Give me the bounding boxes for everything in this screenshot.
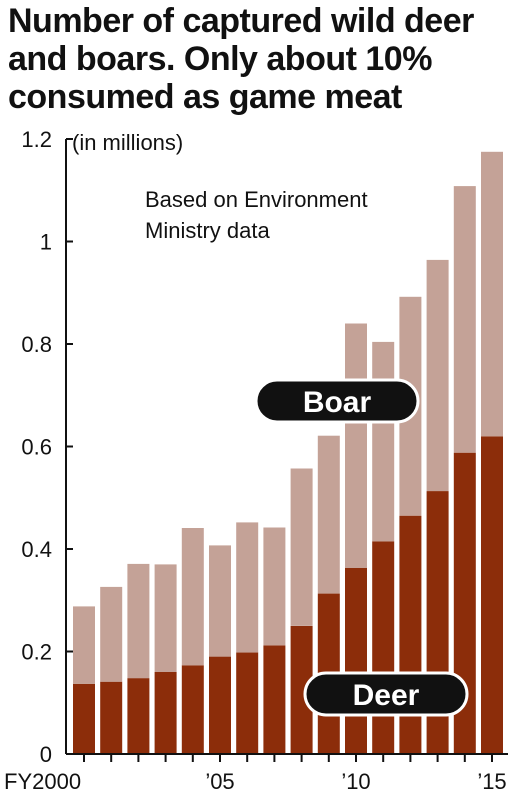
- bar-boar-2007: [263, 527, 286, 646]
- title-line-2: and boars. Only about 10%: [8, 40, 432, 78]
- bar-deer-2002: [127, 678, 150, 754]
- x-tick-label-2000: FY2000: [4, 769, 81, 794]
- bar-boar-2014: [453, 186, 476, 453]
- boar-label-pill: [254, 378, 420, 424]
- deer-label-text: Deer: [353, 679, 420, 712]
- bar-deer-2000: [73, 683, 95, 754]
- x-tick-label-2015: ’15: [477, 769, 506, 794]
- title-line-1: Number of captured wild deer: [8, 2, 474, 40]
- y-tick-label-0: 0: [40, 742, 52, 767]
- bar-deer-2006: [236, 652, 259, 754]
- boar-series-label: Boar: [254, 378, 420, 424]
- bar-boar-2010: [345, 323, 367, 568]
- bar-deer-2012: [399, 515, 422, 754]
- bar-boar-2001: [100, 586, 123, 682]
- unit-label: (in millions): [72, 130, 183, 155]
- bar-boar-2013: [426, 259, 449, 491]
- bar-deer-2007: [263, 645, 286, 754]
- bar-boar-2002: [127, 563, 150, 679]
- bar-boar-2000: [73, 606, 95, 684]
- source-note-line-1: Based on Environment: [145, 187, 368, 212]
- title-line-3: consumed as game meat: [8, 78, 402, 116]
- bar-boar-2011: [372, 341, 395, 542]
- bar-boar-2005: [209, 545, 231, 657]
- bar-boar-2015: [481, 151, 503, 437]
- y-tick-label-0.6: 0.6: [21, 435, 52, 460]
- bar-deer-2015: [481, 436, 503, 755]
- axes-group: 0 0.2 0.4 0.6 0.8 1 1.2 FY2000 ’05 ’10 ’15: [4, 127, 508, 794]
- bar-deer-2005: [209, 656, 231, 754]
- boar-label-text: Boar: [303, 386, 372, 419]
- deer-series-label: Deer: [303, 671, 469, 717]
- y-tick-label-0.8: 0.8: [21, 332, 52, 357]
- bar-deer-2004: [181, 665, 204, 754]
- deer-label-pill: [303, 671, 469, 717]
- bar-deer-2003: [154, 672, 177, 754]
- bar-boar-2008: [290, 468, 313, 626]
- y-tick-label-0.2: 0.2: [21, 640, 52, 665]
- x-tick-label-2010: ’10: [341, 769, 370, 794]
- bar-deer-2010: [345, 568, 367, 754]
- bar-deer-2011: [372, 541, 395, 754]
- bars-group: [73, 151, 503, 755]
- bar-boar-2006: [236, 522, 259, 653]
- x-tick-label-2005: ’05: [205, 769, 234, 794]
- source-note-line-2: Ministry data: [145, 218, 270, 243]
- bar-boar-2009: [317, 435, 340, 594]
- chart-title: Number of captured wild deer and boars. …: [8, 2, 518, 116]
- bar-deer-2008: [290, 625, 313, 754]
- bar-boar-2004: [181, 528, 204, 666]
- bar-boar-2003: [154, 564, 177, 672]
- y-tick-label-0.4: 0.4: [21, 537, 52, 562]
- y-tick-label-1.2: 1.2: [21, 127, 52, 152]
- bar-deer-2001: [100, 681, 123, 754]
- y-tick-label-1: 1: [40, 230, 52, 255]
